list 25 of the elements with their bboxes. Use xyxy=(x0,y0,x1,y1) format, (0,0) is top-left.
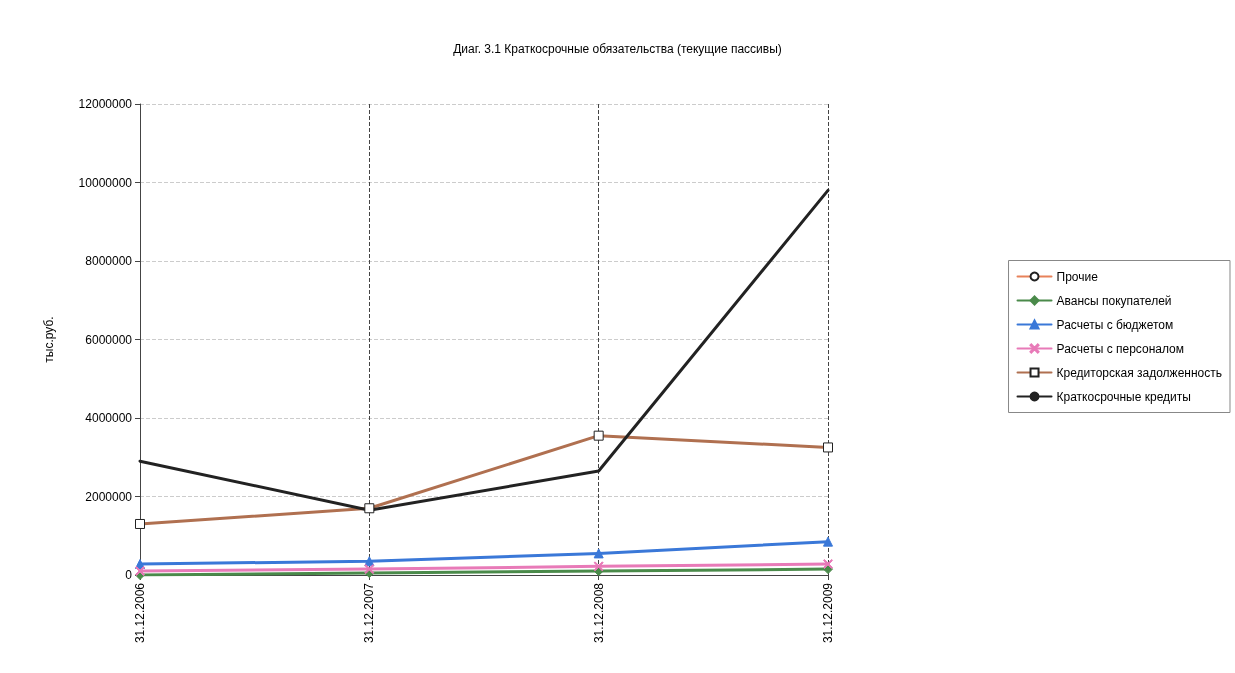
legend-label: Расчеты с персоналом xyxy=(1056,341,1185,356)
y-axis-title: тыс.руб. xyxy=(42,316,56,363)
point xyxy=(135,566,145,577)
y-tick-label: 8000000 xyxy=(85,254,133,268)
point xyxy=(823,536,833,547)
x-tick-label: 31.12.2008 xyxy=(591,582,606,644)
y-tick-label: 6000000 xyxy=(85,332,133,347)
point xyxy=(364,564,375,575)
x-tick-label: 31.12.2009 xyxy=(821,582,835,644)
y-tick-label: 2000000 xyxy=(85,489,133,504)
y-tick-label: 0 xyxy=(125,568,133,582)
y-tick-label: 12000000 xyxy=(78,97,133,111)
legend-label: Расчеты с бюджетом xyxy=(1056,317,1174,332)
y-tick-label: 10000000 xyxy=(78,175,133,190)
legend-label: Прочие xyxy=(1056,269,1099,284)
y-tick-label: 4000000 xyxy=(85,411,133,425)
point xyxy=(823,559,833,570)
chart-title: Диаг. 3.1 Краткосрочные обязательства (текущие пассивы) xyxy=(453,42,782,56)
x-tick-label: 31.12.2007 xyxy=(362,582,377,644)
legend-label: Кредиторская задолженность xyxy=(1056,365,1223,380)
x-tick-label: 31.12.2006 xyxy=(133,582,147,644)
point xyxy=(593,548,604,559)
legend-label: Авансы покупателей xyxy=(1056,293,1172,308)
point xyxy=(593,561,604,572)
legend-label: Краткосрочные кредиты xyxy=(1056,389,1191,404)
